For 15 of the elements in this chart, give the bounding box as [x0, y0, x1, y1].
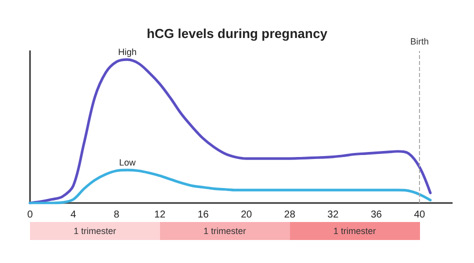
- series-label: Low: [119, 158, 136, 168]
- x-tick-label: 16: [198, 210, 210, 220]
- x-tick-label: 12: [154, 210, 166, 220]
- series-label: High: [118, 47, 137, 58]
- trimester-strip: 1 trimester 1 trimester 1 trimester: [30, 222, 420, 240]
- x-tick-label: 28: [284, 210, 296, 220]
- x-tick-label: 36: [370, 210, 382, 220]
- ref-line-label: Birth: [410, 36, 429, 46]
- chart-title: hCG levels during pregnancy: [146, 26, 328, 41]
- x-tick-label: 40: [414, 210, 426, 220]
- x-tick-label: 0: [27, 210, 34, 220]
- x-tick-label: 32: [327, 210, 339, 220]
- x-tick-label: 8: [114, 210, 120, 220]
- x-tick-label: 4: [70, 210, 76, 220]
- x-tick-label: 20: [240, 210, 252, 220]
